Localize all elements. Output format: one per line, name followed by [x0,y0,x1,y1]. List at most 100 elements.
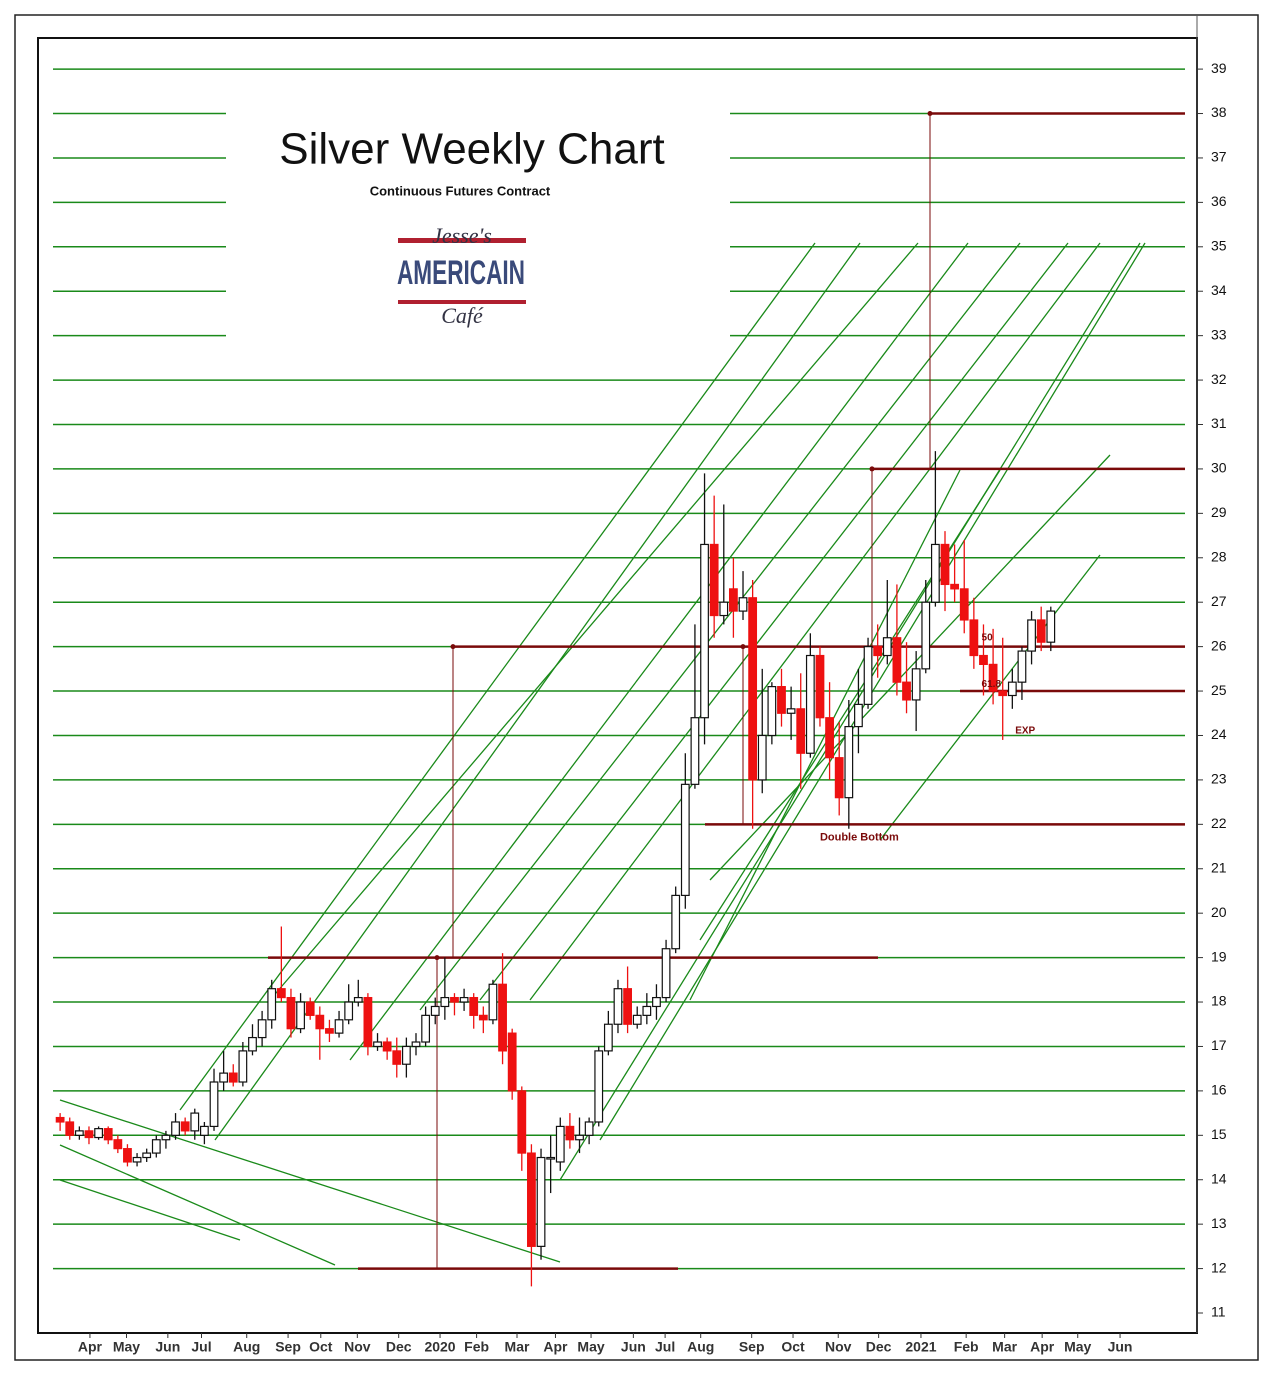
candle-body [777,686,786,714]
x-tick-label: Aug [233,1339,260,1355]
candle-body [276,988,286,999]
candle-body [555,1125,565,1163]
y-tick-label: 29 [1211,504,1227,520]
y-tick-label: 19 [1211,948,1227,964]
annotation: 50 [982,632,994,643]
candle-body [469,996,479,1016]
candle-body [430,1005,440,1016]
y-tick-label: 27 [1211,593,1227,609]
x-tick-label: Nov [825,1339,852,1355]
candle-body [248,1036,257,1052]
candle-body [478,1014,488,1021]
connector-dot [434,955,440,961]
candle-body [844,725,854,799]
channel-line [59,1179,241,1241]
candle-body [854,703,863,728]
candle-body [171,1121,180,1136]
y-tick-label: 32 [1211,371,1227,387]
y-tick-label: 25 [1211,682,1227,698]
candle-body [527,1152,536,1247]
candle-body [151,1139,161,1154]
x-tick-label: 2021 [905,1339,936,1355]
candle-body [123,1148,132,1163]
candle-body [536,1156,546,1247]
candle-body [190,1112,200,1132]
candle-body [719,601,729,617]
x-tick-label: Oct [781,1339,805,1355]
x-tick-label: Dec [386,1339,412,1355]
x-tick-label: Sep [275,1339,301,1355]
candle-body [969,619,979,657]
candle-body [950,583,960,590]
x-tick-label: Sep [739,1339,765,1355]
candle-body [65,1121,75,1136]
x-tick-label: Nov [344,1339,371,1355]
y-tick-label: 33 [1211,326,1227,342]
connector-dot [450,644,456,650]
channel-line [479,242,1069,1001]
x-tick-label: May [577,1339,604,1355]
y-tick-label: 38 [1211,104,1227,120]
candle-body [834,757,844,799]
candle-body [132,1156,142,1163]
candle-body [748,597,758,781]
candle-body [825,717,834,759]
candle-body [815,654,825,719]
candle-body [113,1139,123,1150]
x-tick-label: Feb [954,1339,979,1355]
y-tick-label: 18 [1211,993,1227,1009]
y-tick-label: 37 [1211,149,1227,165]
candle-body [632,1014,642,1025]
candle-body [267,988,277,1021]
candle-body [257,1019,267,1039]
candle-body [921,601,931,670]
plot-frame [37,37,1198,1334]
y-tick-label: 36 [1211,193,1227,209]
candle-body [671,894,681,950]
candle-body [988,663,998,692]
channel-line [59,1099,561,1263]
candle-body [74,1130,84,1136]
y-tick-label: 21 [1211,859,1227,875]
logo-bar [398,300,526,304]
y-tick-label: 13 [1211,1215,1227,1231]
candle-body [498,983,507,1052]
candle-body [488,983,498,1021]
candle-body [738,597,748,612]
y-tick-label: 22 [1211,815,1227,831]
candle-body [238,1050,248,1083]
candle-body [94,1128,103,1139]
candle-body [584,1121,594,1136]
candle-body [902,681,911,701]
candle-body [940,543,950,586]
logo-bottom: Café [441,303,484,328]
y-tick-label: 34 [1211,282,1227,298]
candle-body [296,1001,305,1030]
candle-body [219,1072,229,1083]
candle-body [613,988,623,1025]
annotation: EXP [1015,726,1035,737]
y-tick-label: 28 [1211,548,1227,564]
connector-dot [869,466,875,472]
connector-dot [927,111,933,117]
candle-body [873,646,883,657]
candle-body [680,783,690,897]
y-tick-label: 17 [1211,1037,1227,1053]
candle-body [84,1130,94,1139]
y-tick-label: 15 [1211,1126,1227,1142]
y-tick-label: 11 [1211,1304,1226,1320]
candle-body [1017,650,1027,683]
candle-body [1007,681,1017,697]
candle-body [373,1041,382,1048]
candle-body [286,996,296,1030]
candle-body [661,948,671,999]
x-tick-label: Apr [78,1339,103,1355]
candle-body [209,1081,219,1128]
y-tick-label: 39 [1211,60,1227,76]
y-tick-label: 20 [1211,904,1227,920]
candle-body [344,1001,354,1021]
x-tick-label: Jul [191,1339,211,1355]
x-tick-label: Jul [655,1339,675,1355]
candle-body [382,1041,392,1052]
